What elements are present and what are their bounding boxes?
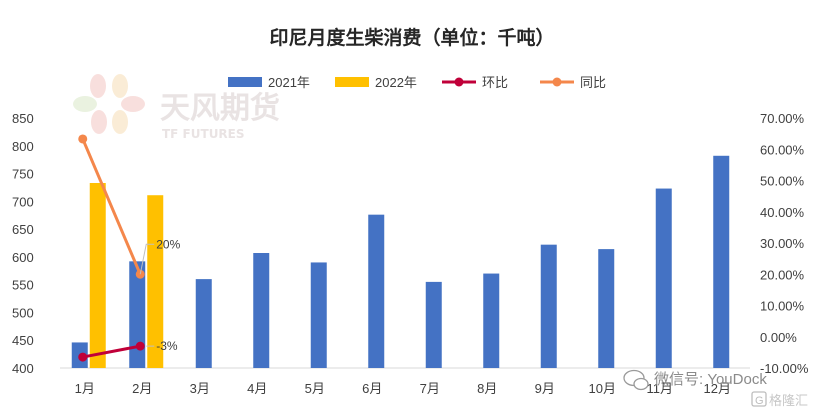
y-left-tick-label: 400 — [12, 361, 34, 376]
bar — [655, 188, 672, 368]
y-left-tick-label: 800 — [12, 139, 34, 154]
series-point — [78, 134, 88, 144]
x-tick-label: 2月 — [132, 381, 152, 396]
y-axis-left: 400 450 500 550 600 650 700 750 800 850 — [12, 111, 34, 376]
x-tick-label: 7月 — [420, 381, 440, 396]
y-left-tick-label: 450 — [12, 333, 34, 348]
wechat-id: 微信号: YouDock — [654, 371, 767, 388]
bar — [368, 214, 385, 368]
x-tick-label: 5月 — [305, 381, 325, 396]
legend-swatch — [228, 77, 262, 87]
legend-label: 环比 — [482, 75, 508, 90]
bar — [483, 273, 500, 368]
y-left-tick-label: 550 — [12, 278, 34, 293]
legend-label: 2022年 — [375, 75, 417, 90]
bar — [195, 279, 212, 368]
series-line — [82, 344, 141, 359]
annotation-label: -3% — [156, 339, 178, 353]
x-tick-label: 12月 — [704, 381, 731, 396]
watermark-logo: 天风期货 TF FUTURES — [73, 74, 280, 141]
y-left-tick-label: 850 — [12, 111, 34, 126]
bar — [129, 261, 146, 368]
y-right-tick-label: -10.00% — [760, 361, 809, 376]
annotation-leader — [139, 243, 155, 275]
bar — [713, 155, 730, 368]
y-left-tick-label: 750 — [12, 167, 34, 182]
series-point — [78, 352, 88, 362]
bar — [89, 183, 106, 368]
legend: 2021年 2022年 环比 同比 — [228, 75, 606, 90]
y-right-tick-label: 30.00% — [760, 236, 805, 251]
annotations: 20% -3% — [139, 237, 181, 353]
x-axis: 1月 2月 3月 4月 5月 6月 7月 8月 9月 10月 11月 12月 — [75, 381, 731, 396]
lines — [78, 134, 145, 362]
y-right-tick-label: 0.00% — [760, 330, 797, 345]
y-left-tick-label: 600 — [12, 250, 34, 265]
y-left-tick-label: 500 — [12, 305, 34, 320]
bar — [253, 253, 270, 368]
y-right-tick-label: 40.00% — [760, 205, 805, 220]
y-left-tick-label: 650 — [12, 222, 34, 237]
bar — [425, 281, 442, 368]
y-right-tick-label: 70.00% — [760, 111, 805, 126]
y-right-tick-label: 20.00% — [760, 267, 805, 282]
watermark-brand-en: TF FUTURES — [162, 127, 245, 141]
x-tick-label: 1月 — [75, 381, 95, 396]
bars — [71, 155, 730, 368]
series-point — [135, 341, 145, 351]
bar — [310, 262, 327, 368]
source-badge: G 格隆汇 — [751, 391, 808, 408]
annotation-label: 20% — [156, 237, 180, 251]
chart-title: 印尼月度生柴消费（单位：千吨） — [269, 26, 554, 49]
source-badge-label: 格隆汇 — [769, 393, 808, 408]
series-line — [81, 138, 142, 275]
wechat-icon — [623, 369, 649, 391]
x-tick-label: 9月 — [535, 381, 555, 396]
flower-icon — [73, 74, 145, 134]
source-badge-icon: G — [755, 395, 764, 407]
x-tick-label: 11月 — [647, 381, 674, 396]
y-right-tick-label: 50.00% — [760, 174, 805, 189]
wechat-footer: 微信号: YouDock — [623, 369, 767, 391]
y-left-tick-label: 700 — [12, 194, 34, 209]
legend-marker — [552, 77, 562, 87]
x-tick-label: 8月 — [477, 381, 497, 396]
x-tick-label: 3月 — [190, 381, 210, 396]
bar — [147, 195, 164, 368]
x-tick-label: 6月 — [362, 381, 382, 396]
x-tick-label: 4月 — [247, 381, 267, 396]
legend-label: 2021年 — [268, 75, 310, 90]
y-right-tick-label: 10.00% — [760, 299, 805, 314]
bar — [598, 249, 615, 368]
y-axis-right: -10.00% 0.00% 10.00% 20.00% 30.00% 40.00% 50.0… — [760, 111, 809, 376]
bar — [540, 244, 557, 368]
y-right-tick-label: 60.00% — [760, 142, 805, 157]
legend-swatch — [335, 77, 369, 87]
x-tick-label: 10月 — [589, 381, 616, 396]
watermark-brand-cn: 天风期货 — [160, 91, 280, 126]
legend-label: 同比 — [580, 75, 606, 90]
legend-marker — [454, 77, 464, 87]
